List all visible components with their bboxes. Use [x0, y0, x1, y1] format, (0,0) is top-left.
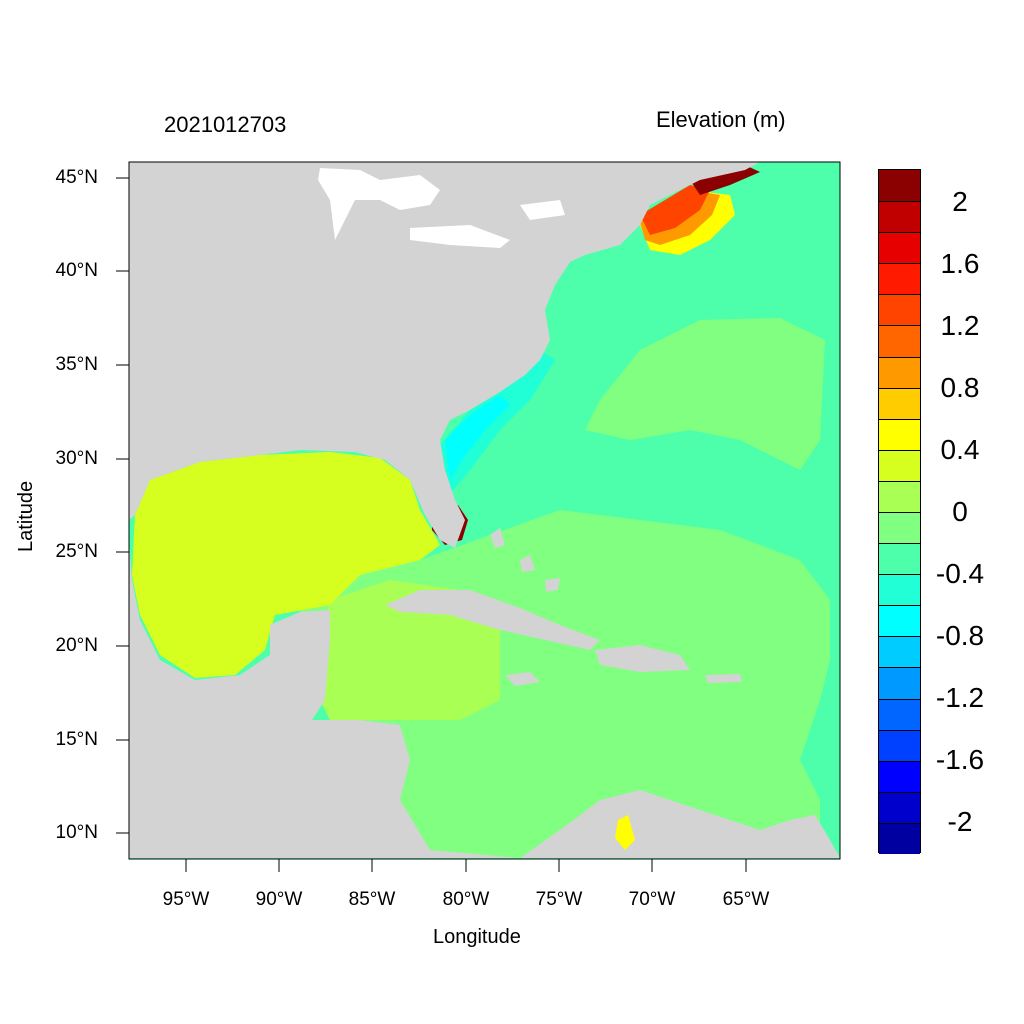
lon-tick-label: 70°W: [628, 889, 676, 910]
lat-tick-label: 30°N: [55, 448, 98, 469]
lat-tick-label: 25°N: [55, 541, 98, 562]
lat-tick-label: 40°N: [55, 260, 98, 281]
colorbar-label: 0.4: [940, 434, 980, 465]
colorbar-cell: [879, 418, 920, 450]
land-mexico-central-america: [129, 540, 520, 858]
land-north-america: [129, 162, 760, 548]
colorbar-cell: [879, 698, 920, 730]
great-lakes: [318, 168, 565, 248]
map-timestamp-title: 2021012703: [164, 112, 287, 137]
colorbar-label: 0.8: [940, 372, 980, 403]
colorbar-cell: [879, 170, 920, 202]
colorbar-label: 1.2: [940, 310, 980, 341]
land-bahamas: [490, 528, 560, 592]
colorbar-label: 1.6: [940, 248, 980, 279]
gulf-of-maine-red: [640, 185, 710, 235]
lon-tick-label: 85°W: [348, 889, 396, 910]
land-cuba: [385, 590, 600, 650]
colorbar-cell: [879, 760, 920, 792]
gulf-of-maine-darkred: [690, 165, 760, 195]
lat-tick-label: 15°N: [55, 729, 98, 750]
lon-ticks: [185, 859, 747, 872]
x-axis-label: Longitude: [433, 926, 521, 948]
lat-tick-label: 10°N: [55, 822, 98, 843]
lon-tick-label: 65°W: [722, 889, 770, 910]
colorbar-cell: [879, 636, 920, 668]
southeast-shelf-cyan: [445, 395, 510, 480]
lon-tick-label: 95°W: [162, 889, 210, 910]
land-puerto-rico: [705, 674, 742, 683]
southeast-shelf-negative: [440, 350, 555, 500]
colorbar-label: 0: [952, 496, 968, 527]
map-variable-title: Elevation (m): [656, 107, 786, 132]
colorbar: [878, 169, 921, 854]
y-axis-label: Latitude: [15, 480, 37, 552]
colorbar-label: -1.2: [935, 682, 985, 713]
land-jamaica: [505, 672, 540, 686]
colorbar-label: -0.4: [935, 558, 985, 589]
colorbar-cell: [879, 543, 920, 575]
colorbar-label: -0.8: [935, 620, 985, 651]
atlantic-zero-blob: [585, 318, 825, 470]
colorbar-cell: [879, 574, 920, 606]
colorbar-cell: [879, 729, 920, 761]
colorbar-cell: [879, 667, 920, 699]
colorbar-cell: [879, 294, 920, 326]
lat-ticks: [116, 177, 129, 834]
colorbar-cell: [879, 449, 920, 481]
lon-tick-label: 80°W: [442, 889, 490, 910]
gulf-of-mexico: [132, 452, 440, 678]
colorbar-label: -1.6: [935, 744, 985, 775]
colorbar-cell: [879, 791, 920, 823]
colorbar-cell: [879, 325, 920, 357]
colorbar-cell: [879, 822, 920, 854]
colorbar-cell: [879, 512, 920, 544]
lon-tick-label: 90°W: [255, 889, 303, 910]
colorbar-cell: [879, 263, 920, 295]
colorbar-cell: [879, 356, 920, 388]
map-layers: [129, 162, 840, 859]
colorbar-cell: [879, 480, 920, 512]
colorbar-label: -2: [947, 806, 973, 837]
lake-maracaibo: [615, 815, 635, 850]
lat-tick-label: 45°N: [55, 167, 98, 188]
lon-tick-label: 75°W: [535, 889, 583, 910]
colorbar-cell: [879, 605, 920, 637]
colorbar-cell: [879, 387, 920, 419]
colorbar-cell: [879, 201, 920, 233]
land-hispaniola: [595, 645, 690, 672]
lat-tick-label: 20°N: [55, 635, 98, 656]
plot-frame: [128, 161, 841, 860]
lat-tick-label: 35°N: [55, 354, 98, 375]
colorbar-cell: [879, 232, 920, 264]
colorbar-label: 2: [952, 186, 968, 217]
land-south-america: [520, 790, 840, 858]
